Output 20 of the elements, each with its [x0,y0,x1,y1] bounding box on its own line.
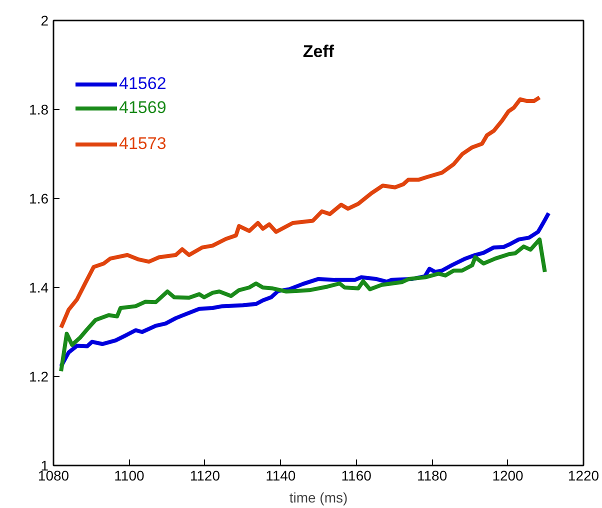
x-tick-label: 1180 [417,468,448,484]
x-tick-label: 1140 [266,468,296,484]
text: Zeff [302,42,334,62]
x-tick-label: 1200 [492,468,524,484]
legend-label: 41573 [119,134,166,154]
x-tick-label: 1100 [114,468,144,484]
legend-label: 41562 [119,74,166,94]
y-tick-label: 1.2 [29,368,49,384]
y-tick-label: 1.6 [29,190,49,206]
x-tick-label: 1120 [190,468,220,484]
line-series [59,95,542,330]
x-axis-title: time (ms) [289,490,348,506]
y-tick-label: 2 [40,12,49,28]
y-tick-label: 1.4 [29,280,49,296]
line-series [59,211,551,368]
legend-label: 41569 [119,98,166,118]
line-series [59,237,547,374]
x-tick-label: 1160 [341,468,372,484]
x-tick-label: 1220 [568,468,600,484]
y-tick-label: 1.8 [29,102,49,118]
